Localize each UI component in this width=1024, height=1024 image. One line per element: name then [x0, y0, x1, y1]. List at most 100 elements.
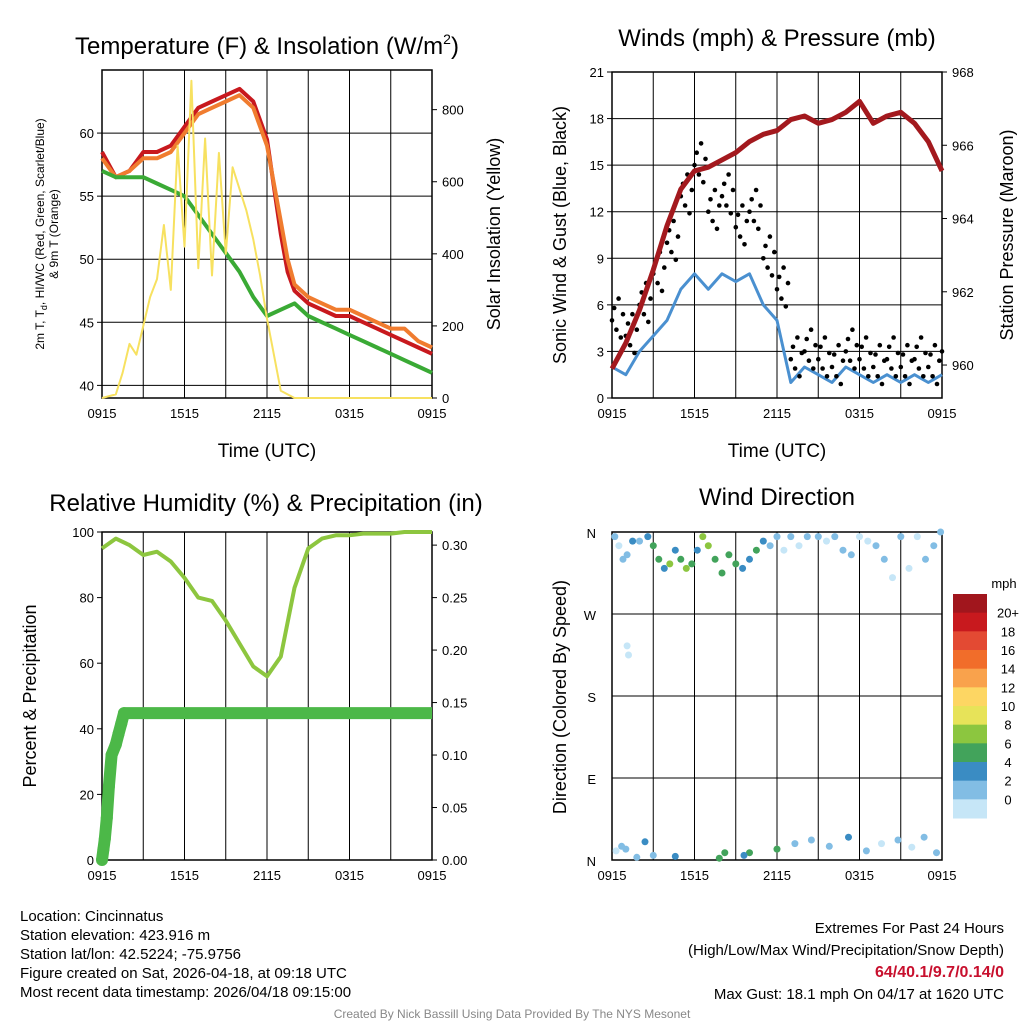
y-axis-label-right: Station Pressure (Maroon): [997, 129, 1017, 340]
chart-title-wind-direction: Wind Direction: [699, 484, 855, 511]
gust-point: [932, 342, 938, 348]
gust-point: [785, 280, 791, 286]
wind-direction-point: [905, 564, 913, 572]
gust-point: [879, 381, 885, 387]
gust-point: [701, 179, 706, 185]
colorbar-swatch: [953, 799, 987, 819]
wind-direction-point: [791, 840, 799, 848]
gust-point: [813, 342, 818, 348]
gust-point: [708, 197, 713, 202]
y-tick-label: 40: [80, 722, 94, 737]
wind-direction-point: [641, 838, 649, 846]
gust-point: [664, 240, 670, 246]
gust-point: [675, 234, 681, 239]
gust-point: [824, 374, 830, 379]
colorbar-swatch: [953, 594, 987, 614]
gust-point: [802, 349, 807, 354]
x-tick-label: 0915: [418, 406, 447, 421]
gust-point: [742, 242, 747, 247]
location-label: Location: Cincinnatus: [20, 908, 164, 925]
x-tick-label: 0915: [598, 406, 627, 421]
x-axis-label: Time (UTC): [218, 441, 317, 462]
y2-tick-label: 962: [952, 285, 974, 300]
precip-point: [109, 738, 122, 751]
gust-point: [646, 319, 651, 325]
wind-direction-point: [682, 564, 690, 572]
colorbar-swatch: [953, 612, 987, 632]
colorbar-label: 12: [1001, 680, 1015, 695]
colorbar-label: 16: [1001, 643, 1015, 658]
wind-direction-point: [649, 542, 657, 550]
gust-point: [893, 374, 899, 379]
gust-point: [850, 327, 855, 333]
colorbar-swatch: [953, 780, 987, 800]
gust-point: [696, 172, 702, 177]
colorbar-swatch: [953, 650, 987, 670]
elevation-label: Station elevation: 423.916 m: [20, 927, 211, 944]
wind-direction-point: [908, 843, 916, 851]
wind-direction-point: [856, 533, 863, 541]
gust-point: [873, 352, 878, 357]
colorbar-label: 6: [1004, 736, 1011, 751]
gust-point: [788, 356, 794, 362]
wind-direction-point: [894, 836, 902, 844]
direction-tick-label: N: [587, 526, 596, 541]
colorbar-title: mph: [991, 576, 1016, 591]
gust-point: [625, 321, 631, 326]
gust-point: [728, 211, 734, 216]
wind-direction-point: [759, 537, 767, 545]
credit-line: Created By Nick Bassill Using Data Provi…: [333, 1007, 691, 1021]
y-tick-label: 9: [597, 251, 604, 266]
wind-direction-point: [649, 851, 657, 859]
wind-direction-point: [787, 533, 795, 541]
extremes-values: 64/40.1/9.7/0.14/0: [875, 964, 1004, 981]
gust-point: [863, 335, 869, 340]
gust-point: [694, 150, 699, 155]
gust-point: [808, 327, 814, 333]
y2-tick-label: 600: [442, 175, 464, 190]
gust-point: [717, 203, 722, 208]
extremes-panel: Extremes For Past 24 Hours (High/Low/Max…: [688, 918, 1004, 1006]
gust-point: [706, 209, 711, 214]
gust-point: [914, 344, 919, 350]
gust-point: [820, 366, 825, 371]
wind-direction-point: [803, 533, 811, 541]
y-tick-label: 3: [597, 344, 604, 359]
gust-point: [783, 304, 789, 309]
x-tick-label: 2115: [763, 406, 791, 421]
y-tick-label: 6: [597, 298, 604, 313]
precip-point: [96, 854, 108, 866]
wind-direction-point: [773, 533, 781, 541]
wind-direction-point: [880, 555, 888, 563]
colorbar-swatch: [953, 706, 987, 726]
chart-title-humidity: Relative Humidity (%) & Precipitation (i…: [49, 490, 482, 517]
gust-point: [827, 350, 832, 356]
y-tick-label: 18: [590, 112, 604, 127]
gust-point: [926, 364, 931, 370]
precip-point: [98, 833, 111, 845]
wind-direction-point: [660, 564, 668, 572]
gust-point: [682, 203, 688, 208]
gust-point: [772, 249, 777, 255]
gust-point: [776, 274, 782, 280]
gust-point: [614, 327, 619, 333]
y-axis-label-left: Sonic Wind & Gust (Blue, Black): [550, 106, 570, 364]
gust-point: [840, 358, 846, 364]
gust-point: [753, 187, 759, 193]
y-axis-label-left-line2: & 9m T (Orange): [47, 189, 61, 279]
wind-direction-point: [766, 542, 774, 550]
gust-point: [669, 249, 674, 255]
gust-point: [724, 203, 729, 208]
y2-tick-label: 0.15: [442, 696, 467, 711]
x-tick-label: 2115: [253, 406, 281, 421]
y-axis-label-left: Direction (Colored By Speed): [550, 580, 570, 814]
colorbar-label: 14: [1001, 662, 1015, 677]
wind-direction-point: [933, 849, 940, 857]
gust-point: [792, 366, 798, 371]
y-axis-label-left: Percent & Precipitation: [20, 604, 40, 787]
gust-point: [795, 335, 800, 340]
gust-point: [726, 172, 731, 177]
wind-direction-point: [807, 836, 815, 844]
gust-point: [632, 350, 637, 356]
gust-point: [937, 358, 942, 364]
